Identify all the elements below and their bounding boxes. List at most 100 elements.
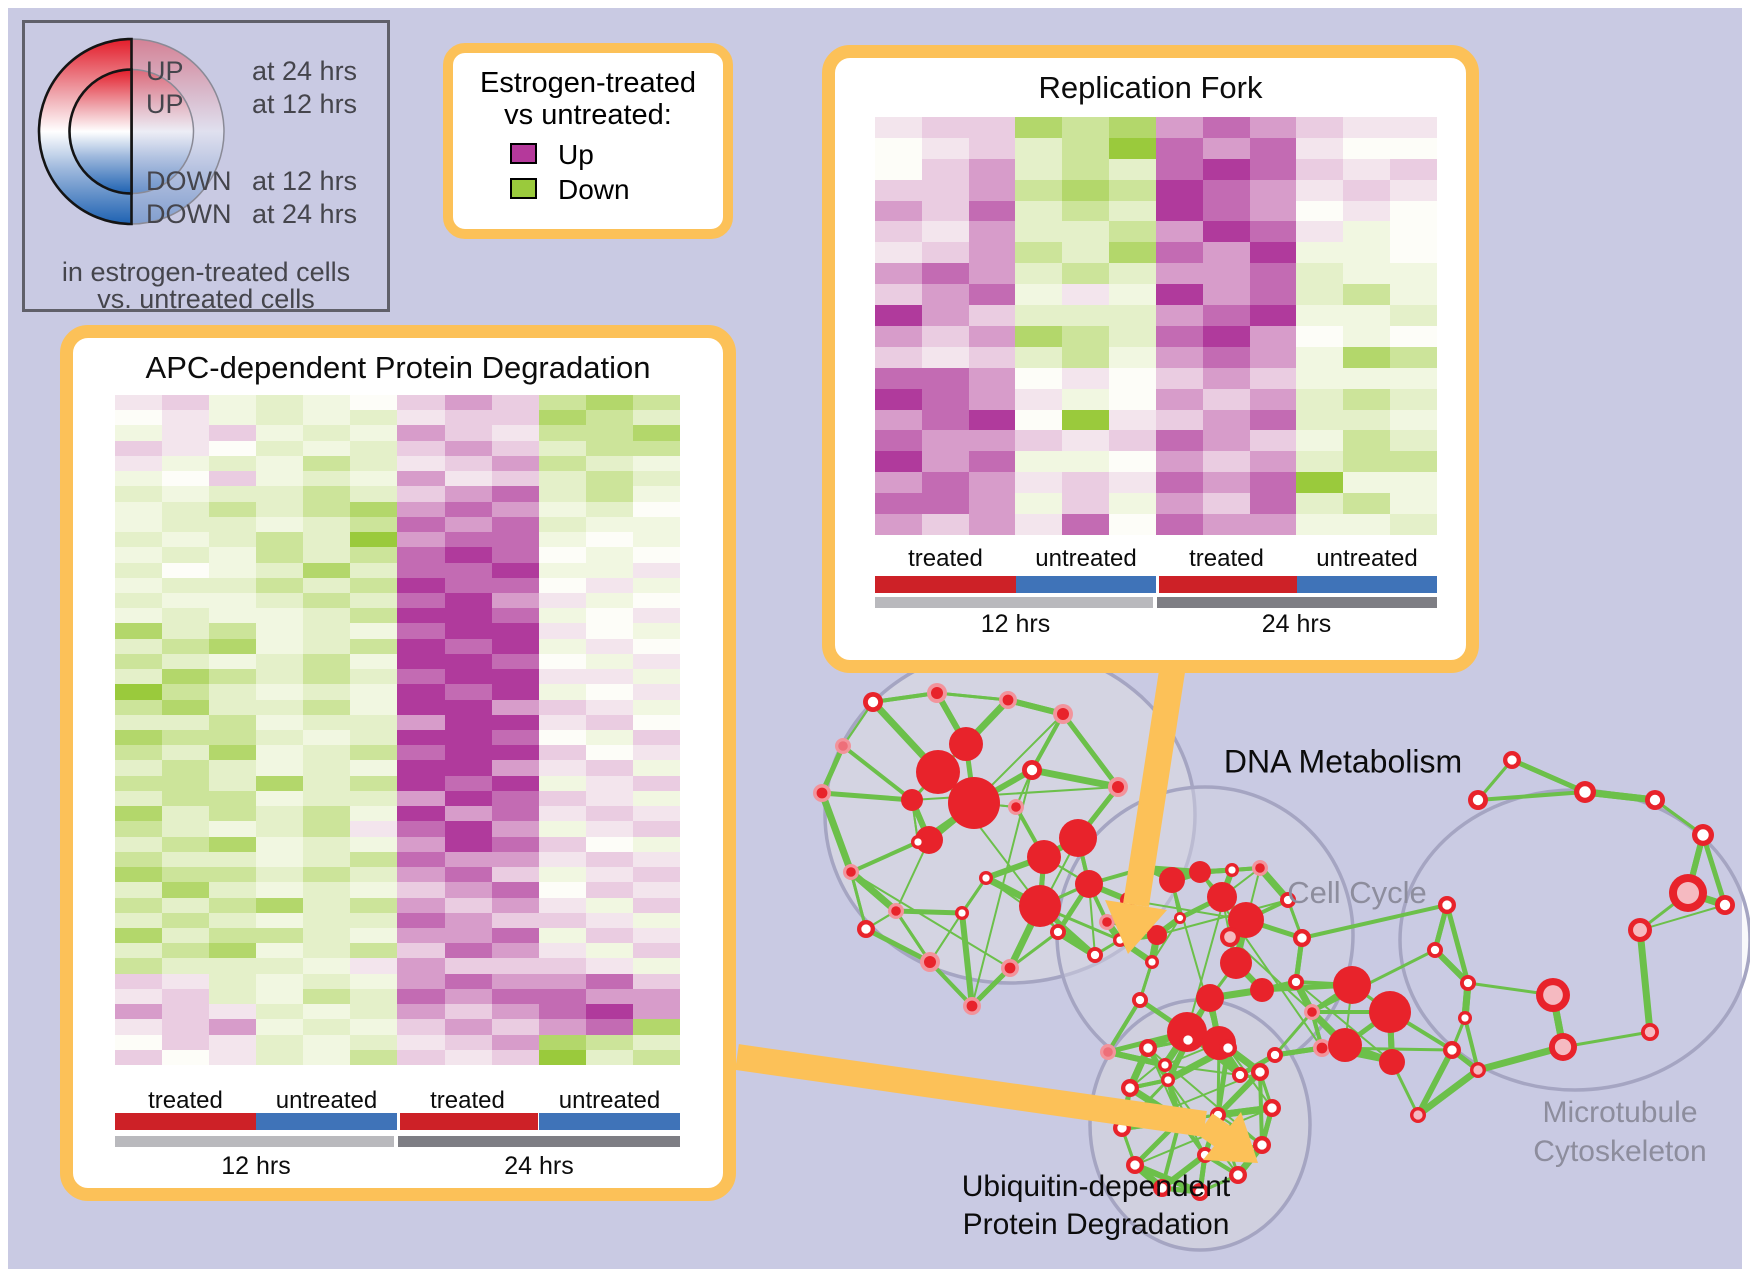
heatmap-cell (303, 577, 351, 593)
heatmap-cell (397, 532, 445, 548)
heatmap-cell (303, 486, 351, 502)
heatmap-cell (256, 608, 304, 624)
heatmap-cell (350, 440, 398, 456)
heatmap-cell (397, 897, 445, 913)
heatmap-cell (444, 623, 492, 639)
heatmap-cell (303, 395, 351, 411)
heatmap-cell (1062, 158, 1110, 180)
heatmap-cell (538, 516, 586, 533)
heatmap-cell (1109, 221, 1156, 243)
heatmap-cell (397, 790, 445, 807)
heatmap-cell (1343, 221, 1391, 243)
heatmap-cell (1249, 221, 1297, 243)
heatmap-cell (162, 592, 210, 609)
heatmap-cell (162, 455, 210, 472)
heatmap-cell (1202, 451, 1250, 473)
heatmap-cell (875, 284, 922, 306)
heatmap-cell (303, 669, 351, 685)
heatmap-cell (491, 806, 539, 822)
heatmap-cell (1343, 346, 1391, 368)
heatmap-cell (491, 623, 539, 639)
heatmap-cell (921, 388, 969, 410)
inner-circle-right-half (130, 68, 195, 195)
heatmap-cell (1249, 137, 1297, 159)
heatmap-cell (397, 608, 445, 624)
heatmap-cell (491, 608, 539, 624)
heatmap-cell (1249, 367, 1297, 389)
heatmap-cell (1296, 409, 1344, 431)
heatmap-cell (256, 1004, 304, 1020)
heatmap-cell (1155, 137, 1203, 159)
heatmap-cell (585, 608, 633, 624)
heatmap-cell (444, 608, 492, 624)
heatmap-cell (585, 882, 633, 898)
heatmap-cell (444, 790, 492, 807)
heatmap-cell (209, 669, 257, 685)
heatmap-cell (1202, 430, 1250, 452)
heatmap-cell (444, 455, 492, 472)
heatmap-cell (162, 699, 210, 715)
heatmap-cell (585, 867, 633, 883)
heatmap-cell (444, 867, 492, 883)
heatmap-cell (968, 430, 1016, 452)
heatmap-cell (115, 547, 163, 563)
heatmap-cell (1015, 346, 1063, 368)
heatmap-cell (397, 577, 445, 593)
legend-up-outer: UP (146, 56, 184, 86)
heatmap-cell (1343, 137, 1391, 159)
heatmap-cell (585, 516, 633, 533)
heatmap-cell (585, 532, 633, 548)
legend-down-inner: DOWN (146, 166, 232, 196)
heatmap-cell (1390, 409, 1437, 431)
heatmap-cell (1202, 263, 1250, 285)
heatmap-cell (209, 516, 257, 533)
heatmap-cell (444, 653, 492, 670)
heatmap-cell (921, 493, 969, 515)
heatmap-cell (115, 714, 163, 730)
heatmap-cell (350, 547, 398, 563)
heatmap-cell (1015, 367, 1063, 389)
heatmap-cell (1109, 137, 1156, 159)
heatmap-cell (538, 745, 586, 761)
heatmap-cell (968, 137, 1016, 159)
heatmap-cell (491, 532, 539, 548)
heatmap-cell (1109, 430, 1156, 452)
heatmap-cell (538, 821, 586, 837)
heatmap-cell (1202, 242, 1250, 264)
heatmap-cell (1062, 472, 1110, 494)
heatmap-cell (397, 943, 445, 959)
heatmap-cell (115, 851, 163, 868)
heatmap-cell (162, 714, 210, 730)
heatmap-cell (350, 836, 398, 852)
heatmap-cell (209, 592, 257, 609)
heatmap-cell (256, 501, 304, 517)
heatmap-cell (1296, 388, 1344, 410)
heatmap-cell (538, 395, 586, 411)
heatmap-cell (921, 284, 969, 306)
heatmap-cell (397, 471, 445, 487)
treated-bar (875, 576, 1016, 593)
heatmap-cell (1343, 117, 1391, 138)
heatmap-cell (921, 346, 969, 368)
heatmap-cell (632, 973, 680, 989)
legend-up-inner-time: at 12 hrs (252, 89, 358, 119)
heatmap-cell (585, 714, 633, 730)
heatmap-cell (538, 897, 586, 913)
heatmap-cell (491, 699, 539, 715)
heatmap-cell (162, 988, 210, 1005)
heatmap-cell (209, 653, 257, 670)
heatmap-cell (209, 425, 257, 441)
heatmap-cell (1249, 388, 1297, 410)
time-label-24hrs: 24 hrs (1261, 610, 1332, 638)
heatmap-cell (1155, 117, 1203, 138)
heatmap-cell (444, 1019, 492, 1035)
heatmap-cell (875, 117, 922, 138)
heatmap-cell (632, 745, 680, 761)
heatmap-cell (491, 1019, 539, 1035)
heatmap-cell (115, 912, 163, 928)
heatmap-cell (1249, 430, 1297, 452)
heatmap-cell (115, 806, 163, 822)
heatmap-cell (350, 1034, 398, 1050)
heatmap-cell (303, 425, 351, 441)
heatmap-cell (1296, 367, 1344, 389)
